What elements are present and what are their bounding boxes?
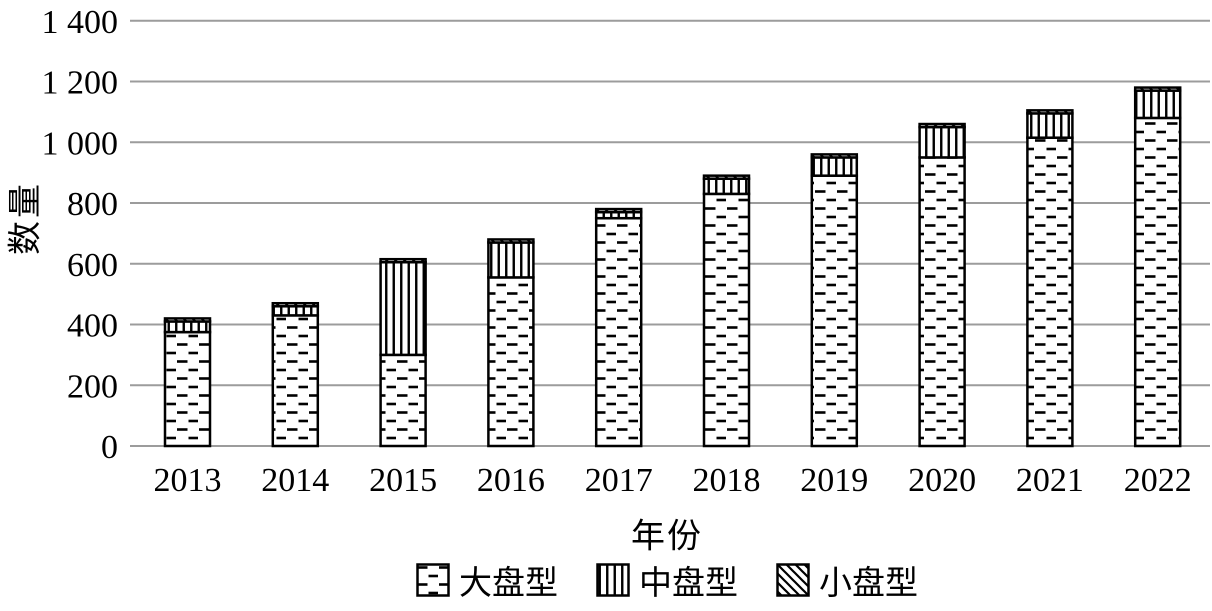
- x-tick-label-2015: 2015: [369, 462, 437, 499]
- x-tick-label-2013: 2013: [154, 462, 222, 499]
- bar-2015-small-cap-segment: [379, 257, 427, 264]
- y-axis-title: 数量: [7, 181, 45, 255]
- bar-2017-small-cap-segment: [594, 207, 643, 214]
- legend-label-mid-cap: 中盘型: [639, 566, 738, 602]
- x-tick-label-2017: 2017: [585, 462, 653, 499]
- bar-2013-small-cap-segment: [163, 317, 212, 323]
- x-tick-label-2021: 2021: [1016, 462, 1084, 499]
- y-tick-label: 600: [67, 247, 118, 284]
- bar-2020-small-cap-segment: [918, 122, 966, 129]
- bar-2015-mid-cap-segment: [379, 260, 427, 357]
- y-tick-label: 1 400: [42, 4, 119, 41]
- bars: [163, 86, 1182, 448]
- x-tick-label-2022: 2022: [1124, 462, 1192, 499]
- y-tick-label: 1 200: [42, 65, 119, 102]
- legend-item-large-cap: 大盘型: [416, 556, 558, 604]
- y-tick-labels: 0 200 400 600 800 1 000 1 200 1 400: [42, 4, 119, 466]
- y-tick-label: 0: [101, 429, 118, 466]
- legend-swatch-mid-cap-icon: [596, 563, 630, 597]
- x-tick-label-2014: 2014: [261, 462, 329, 499]
- bar-2019-mid-cap-segment: [810, 156, 859, 177]
- x-tick-label-2019: 2019: [800, 462, 868, 499]
- bar-2022-mid-cap-segment: [1133, 89, 1182, 120]
- x-tick-label-2020: 2020: [908, 462, 976, 499]
- bar-2016-mid-cap-segment: [487, 241, 535, 279]
- bar-2016-large-cap-segment: [487, 276, 535, 448]
- legend-item-mid-cap: 中盘型: [596, 556, 738, 604]
- x-tick-label-2016: 2016: [477, 462, 545, 499]
- bar-2013-large-cap-segment: [163, 330, 212, 448]
- legend-label-small-cap: 小盘型: [819, 566, 918, 602]
- bar-2019-small-cap-segment: [810, 153, 859, 159]
- legend-label-large-cap: 大盘型: [459, 566, 558, 602]
- bar-2014-mid-cap-segment: [271, 305, 320, 317]
- legend-swatch-small-cap-icon: [776, 563, 810, 597]
- bar-2020-large-cap-segment: [918, 156, 966, 448]
- bar-2018-small-cap-segment: [702, 174, 751, 180]
- bar-2022-small-cap-segment: [1133, 86, 1182, 92]
- bar-2018-large-cap-segment: [702, 192, 751, 448]
- bar-2014-large-cap-segment: [271, 314, 320, 448]
- bar-2021-large-cap-segment: [1026, 136, 1074, 448]
- y-tick-label: 400: [67, 308, 118, 345]
- bar-2016-small-cap-segment: [487, 238, 535, 244]
- x-axis-title: 年份: [631, 518, 703, 556]
- bar-2019-large-cap-segment: [810, 174, 859, 448]
- y-tick-label: 800: [67, 186, 118, 223]
- bar-2021-mid-cap-segment: [1026, 112, 1074, 139]
- bar-2021-small-cap-segment: [1026, 109, 1074, 115]
- bar-2013-mid-cap-segment: [163, 320, 212, 334]
- x-tick-labels: 2013 2014 2015 2016 2017 2018 2019 2020 2021 2022: [154, 462, 1192, 499]
- legend-item-small-cap: 小盘型: [776, 556, 918, 604]
- bar-2014-small-cap-segment: [271, 301, 320, 308]
- x-tick-label-2018: 2018: [693, 462, 761, 499]
- bar-2018-mid-cap-segment: [702, 177, 751, 196]
- bar-2022-large-cap-segment: [1133, 116, 1182, 448]
- bar-2015-large-cap-segment: [379, 353, 427, 448]
- y-tick-label: 1 000: [42, 125, 119, 162]
- y-tick-label: 200: [67, 368, 118, 405]
- legend: 大盘型 中盘型 小盘型: [416, 556, 918, 604]
- legend-swatch-large-cap-icon: [416, 563, 450, 597]
- bar-2017-large-cap-segment: [594, 216, 643, 448]
- bar-2020-mid-cap-segment: [918, 125, 966, 159]
